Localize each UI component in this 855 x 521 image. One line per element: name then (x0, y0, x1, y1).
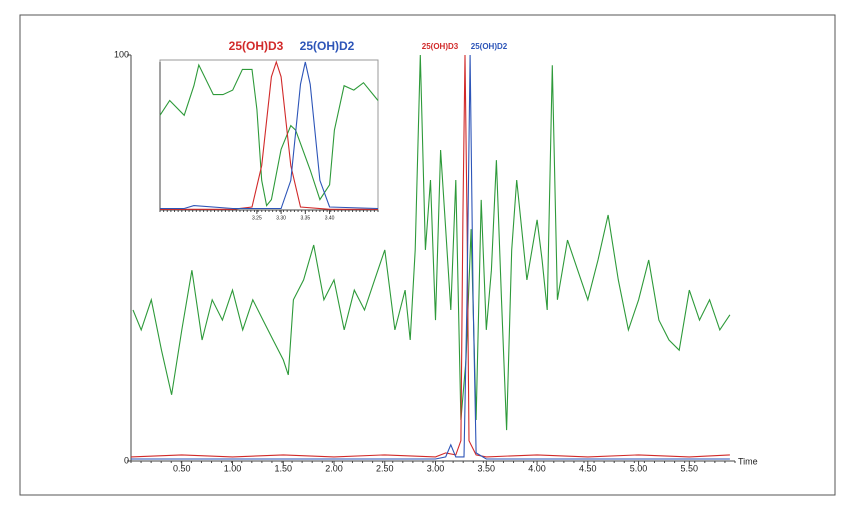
x-tick-label: 2.00 (325, 463, 343, 473)
line-series (132, 54, 731, 431)
line-series (130, 54, 730, 458)
x-tick-label: 4.50 (579, 463, 597, 473)
peak-label: 25(OH)D2 (471, 42, 508, 51)
x-tick-label: 3.40 (325, 215, 335, 221)
x-tick-label: 0.50 (173, 463, 191, 473)
line-series (160, 60, 378, 210)
peak-label: 25(OH)D3 (229, 39, 284, 53)
x-tick-label: 3.50 (478, 463, 496, 473)
x-tick-label: 2.50 (376, 463, 394, 473)
frame (19, 14, 836, 496)
peak-label: 25(OH)D3 (422, 42, 459, 51)
peak-label: 25(OH)D2 (300, 39, 355, 53)
x-tick-label: 1.50 (275, 463, 293, 473)
y-tick-label: 0 (124, 455, 129, 465)
x-tick-label: 5.00 (630, 463, 648, 473)
x-tick-label: 5.50 (681, 463, 699, 473)
line-series (160, 61, 379, 210)
x-tick-label: 3.00 (427, 463, 445, 473)
inset-background (160, 60, 378, 212)
x-tick-label: 3.30 (276, 215, 286, 221)
line-series (159, 63, 379, 207)
x-tick-label: 1.00 (224, 463, 242, 473)
x-tick-label: 3.25 (252, 215, 262, 221)
x-tick-label: 4.00 (528, 463, 546, 473)
x-tick-label: 3.35 (300, 215, 310, 221)
line-series (131, 54, 730, 460)
x-axis-label: Time (738, 456, 758, 466)
y-tick-label: 100 (114, 49, 129, 59)
